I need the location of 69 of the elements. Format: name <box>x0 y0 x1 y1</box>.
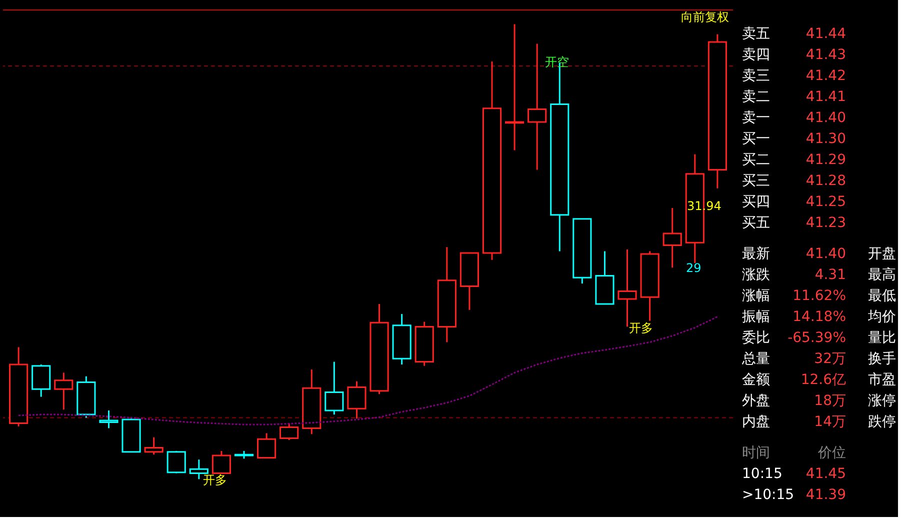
text: 41.39 <box>806 487 846 503</box>
text: 最高 <box>868 267 896 283</box>
text: 均价 <box>867 309 896 325</box>
text: 卖四 <box>742 47 770 63</box>
text: 内盘 <box>742 414 770 430</box>
text: 41.28 <box>806 173 846 189</box>
text: 开盘 <box>868 246 896 262</box>
candlestick <box>324 361 344 416</box>
text: 外盘 <box>742 393 770 409</box>
text: 卖三 <box>742 68 770 84</box>
text: 最新 <box>742 246 770 262</box>
text: 14.18% <box>792 309 846 325</box>
text: 涨跌 <box>742 267 770 283</box>
text: 18万 <box>814 393 846 409</box>
text: 10:15 <box>742 466 782 482</box>
text: 41.44 <box>806 26 846 42</box>
text: 买三 <box>742 173 770 189</box>
candlestick <box>528 43 547 171</box>
text: 最低 <box>868 288 896 304</box>
annotation: 29 <box>686 261 702 275</box>
text: 买一 <box>742 131 770 147</box>
text: 卖五 <box>742 26 770 42</box>
candlestick <box>32 364 51 398</box>
text: 换手 <box>868 351 896 367</box>
annotation: 开多 <box>629 321 653 335</box>
text: 4.31 <box>814 267 846 283</box>
text: 买二 <box>742 152 770 168</box>
text: 41.23 <box>806 215 846 231</box>
candlestick <box>144 436 164 456</box>
annotation: 开多 <box>203 473 227 487</box>
text: 买五 <box>742 215 770 231</box>
text: 卖二 <box>742 89 770 105</box>
text: 涨停 <box>868 393 896 409</box>
text: 12.6亿 <box>800 372 846 388</box>
candlestick <box>347 380 366 420</box>
text: 41.45 <box>806 466 846 482</box>
text: 时间 <box>742 445 770 461</box>
candlestick <box>54 372 74 410</box>
text: 41.43 <box>806 47 846 63</box>
text: 11.62% <box>792 288 846 304</box>
candlestick <box>280 422 299 441</box>
annotation: 开空 <box>545 55 569 69</box>
text: 41.25 <box>806 194 846 210</box>
text: 市盈 <box>868 372 896 388</box>
text: 总量 <box>741 351 770 367</box>
text: 14万 <box>814 414 846 430</box>
candlestick <box>99 410 118 429</box>
text: 买四 <box>742 194 770 210</box>
text: 量比 <box>868 330 896 346</box>
text: 41.40 <box>806 110 846 126</box>
text: -65.39% <box>788 330 846 346</box>
candlestick <box>257 432 276 459</box>
text: 41.41 <box>806 89 846 105</box>
text: 卖一 <box>742 110 770 126</box>
text: 委比 <box>742 330 770 346</box>
text: 41.30 <box>806 131 846 147</box>
text: 41.42 <box>806 68 846 84</box>
text: 振幅 <box>742 309 770 325</box>
text: 跌停 <box>868 414 896 430</box>
text: 价位 <box>817 445 846 461</box>
text: >10:15 <box>742 487 794 503</box>
text: 金额 <box>742 372 770 388</box>
text: 向前复权 <box>681 10 729 24</box>
candlestick <box>662 207 682 268</box>
candlestick <box>212 450 231 474</box>
text: 涨幅 <box>742 288 770 304</box>
text: 32万 <box>814 351 846 367</box>
text: 41.40 <box>806 246 846 262</box>
text: 41.29 <box>806 152 846 168</box>
